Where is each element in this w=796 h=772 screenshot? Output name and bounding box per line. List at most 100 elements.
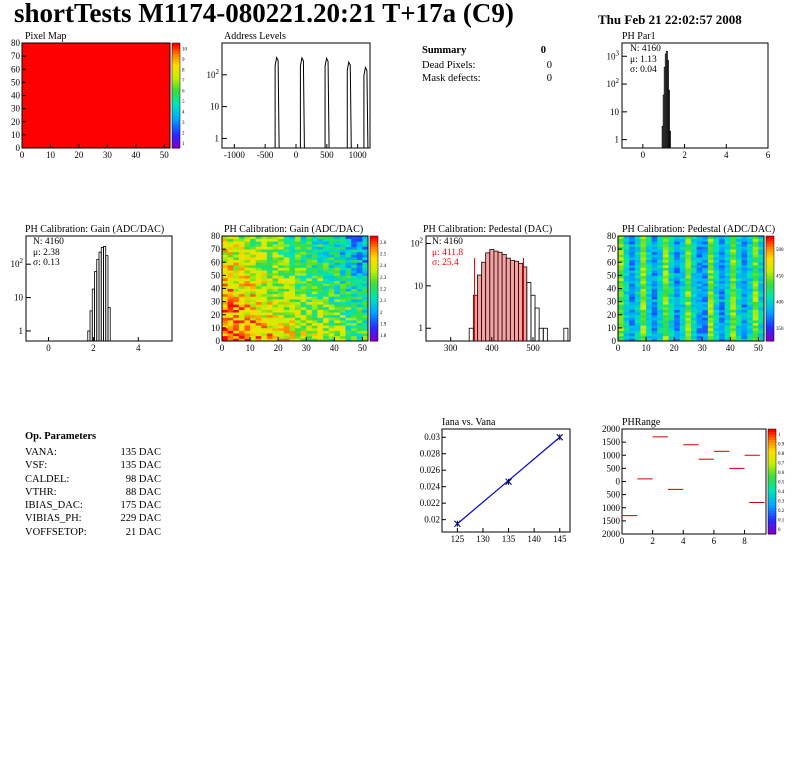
colorbar-label: 2.5 [380,253,387,258]
heatmap-cell [334,291,341,295]
heatmap-cell [300,291,307,295]
heatmap-cell [334,327,341,331]
heatmap-cell [735,293,742,297]
heatmap-cell [623,238,630,242]
x-tick-label: 0 [220,343,225,353]
heatmap-cell [233,314,240,318]
heatmap-cell [317,246,324,250]
heatmap-cell [618,296,625,300]
heatmap-cell [747,275,754,279]
heatmap-cell [362,283,369,287]
heatmap-cell [261,320,268,324]
colorbar-cell [768,492,776,496]
heatmap-cell [752,249,759,253]
heatmap-cell [668,259,675,263]
histogram-bar [563,327,569,342]
heatmap-cell [758,325,765,329]
colorbar-cell [768,471,776,475]
heatmap-cell [674,320,681,324]
heatmap-cell [306,241,313,245]
heatmap-cell [317,259,324,263]
heatmap-cell [323,301,330,305]
heatmap-cell [752,259,759,263]
heatmap-cell [662,325,669,329]
heatmap-cell [651,241,658,245]
heatmap-cell [356,278,363,282]
heatmap-cell [707,288,714,292]
heatmap-cell [272,275,279,279]
heatmap-cell [272,264,279,268]
ph-par1-stat-sigma: σ: 0.04 [630,65,657,75]
heatmap-cell [623,257,630,261]
heatmap-cell [289,299,296,303]
op-param-row: IBIAS_DAC: 175 DAC [25,499,161,512]
heatmap-cell [227,317,234,321]
phrange-title: PHRange [622,417,661,428]
heatmap-cell [283,236,290,240]
heatmap-cell [730,327,737,331]
heatmap-cell [283,309,290,313]
heatmap-cell [261,275,268,279]
heatmap-cell [222,285,229,289]
colorbar-cell [370,249,378,253]
heatmap-cell [702,236,709,240]
heatmap-cell [356,249,363,253]
heatmap-cell [351,251,358,255]
heatmap-cell [747,236,754,240]
heatmap-cell [311,251,318,255]
heatmap-cell [623,280,630,284]
heatmap-cell [351,262,358,266]
heatmap-cell [362,285,369,289]
heatmap-cell [752,304,759,308]
heatmap-cell [657,288,664,292]
heatmap-cell [266,296,273,300]
heatmap-cell [674,338,681,342]
heatmap-cell [696,304,703,308]
colorbar-cell [768,442,776,446]
histogram-bar [668,89,670,149]
heatmap-cell [244,251,251,255]
heatmap-cell [640,283,647,287]
colorbar-cell [768,463,776,467]
heatmap-cell [713,280,720,284]
heatmap-cell [261,309,268,313]
y-tick-label: 50 [607,270,617,280]
heatmap-cell [707,309,714,313]
heatmap-cell [741,251,748,255]
heatmap-cell [679,262,686,266]
heatmap-cell [339,301,346,305]
heatmap-cell [674,254,681,258]
heatmap-cell [730,293,737,297]
heatmap-cell [646,238,653,242]
heatmap-cell [244,320,251,324]
colorbar-cell [172,103,180,107]
heatmap-cell [356,257,363,261]
y-tick-label: 40 [211,284,221,294]
heatmap-cell [295,320,302,324]
x-tick-label: 40 [330,343,340,353]
heatmap-cell [651,338,658,342]
heatmap-cell [255,325,262,329]
heatmap-cell [238,333,245,337]
heatmap-cell [295,309,302,313]
heatmap-cell [629,338,636,342]
heatmap-cell [724,314,731,318]
heatmap-cell [283,338,290,342]
heatmap-cell [707,338,714,342]
heatmap-cell [266,327,273,331]
colorbar-cell [768,468,776,472]
heatmap-cell [222,283,229,287]
heatmap-cell [233,320,240,324]
heatmap-cell [640,285,647,289]
heatmap-cell [618,270,625,274]
heatmap-cell [300,301,307,305]
colorbar-cell [172,145,180,149]
heatmap-cell [691,243,698,247]
heatmap-cell [646,246,653,250]
heatmap-cell [685,338,692,342]
colorbar-frame [765,235,775,342]
heatmap-cell [362,325,369,329]
heatmap-cell [356,335,363,339]
heatmap-cell [691,317,698,321]
heatmap-cell [323,251,330,255]
